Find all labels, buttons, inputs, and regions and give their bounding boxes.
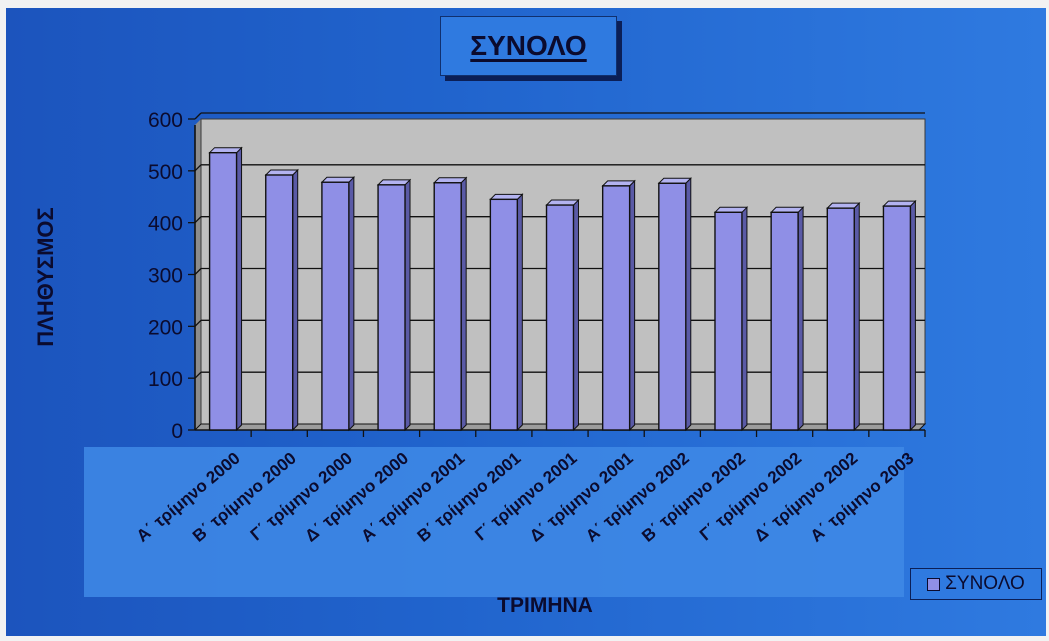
chart-title: ΣΥΝΟΛΟ [470, 30, 587, 61]
gridline-side [194, 164, 202, 172]
bar-side [404, 178, 411, 432]
gridline-side [194, 319, 202, 327]
bar-top [489, 193, 524, 200]
gridline-side [194, 216, 202, 224]
bar-side [292, 168, 299, 432]
bar-side [572, 198, 579, 432]
chart-title-box: ΣΥΝΟΛΟ [440, 16, 617, 76]
y-tick-label: 200 [148, 316, 183, 339]
bar-top [320, 176, 356, 183]
bar [321, 181, 350, 431]
bar-side [460, 176, 467, 432]
bar [489, 198, 519, 431]
bar-top [433, 177, 468, 184]
plot-wall-side [195, 119, 201, 430]
bar-side [741, 206, 748, 432]
bar [882, 205, 912, 431]
bar [265, 174, 294, 431]
bar-top [545, 199, 580, 206]
bar-top [826, 202, 861, 209]
legend-label: ΣΥΝΟΛΟ [945, 573, 1025, 594]
legend: ΣΥΝΟΛΟ [910, 568, 1042, 600]
bar [770, 211, 799, 431]
bar-side [853, 201, 860, 432]
bar [601, 185, 631, 431]
bar-side [236, 146, 243, 432]
bar-side [629, 179, 636, 432]
x-axis-title: ΤΡΙΜΗΝΑ [497, 594, 593, 617]
y-tick-label: 500 [148, 161, 183, 184]
bar [545, 204, 575, 431]
bar-top [208, 147, 243, 154]
y-axis-title: ΠΛΗΘΥΣΜΟΣ [33, 207, 58, 347]
bar-top [882, 200, 917, 207]
y-tick-label: 0 [171, 420, 183, 443]
bar [826, 207, 855, 431]
legend-swatch [927, 577, 941, 591]
bar-top [769, 206, 805, 213]
gridline-side [194, 112, 202, 120]
bar-top [713, 206, 749, 213]
gridline-side [194, 268, 202, 275]
bar-side [685, 177, 692, 432]
bar-side [516, 193, 523, 432]
y-tick-label: 300 [148, 265, 183, 288]
bar [433, 182, 462, 431]
bar [377, 184, 406, 431]
bar [658, 182, 687, 431]
bar [208, 151, 238, 431]
gridline-side [194, 371, 202, 379]
bar-top [601, 180, 636, 187]
bar [714, 211, 743, 431]
bar-side [797, 206, 804, 432]
bar-top [376, 179, 412, 186]
bar-side [909, 199, 916, 432]
y-tick-label: 100 [148, 368, 183, 391]
category-label-band [84, 447, 904, 597]
bar-top [264, 169, 299, 176]
bar-top [657, 177, 692, 184]
y-tick-label: 600 [148, 109, 183, 132]
y-tick-label: 400 [148, 213, 183, 236]
bar-side [348, 176, 355, 432]
